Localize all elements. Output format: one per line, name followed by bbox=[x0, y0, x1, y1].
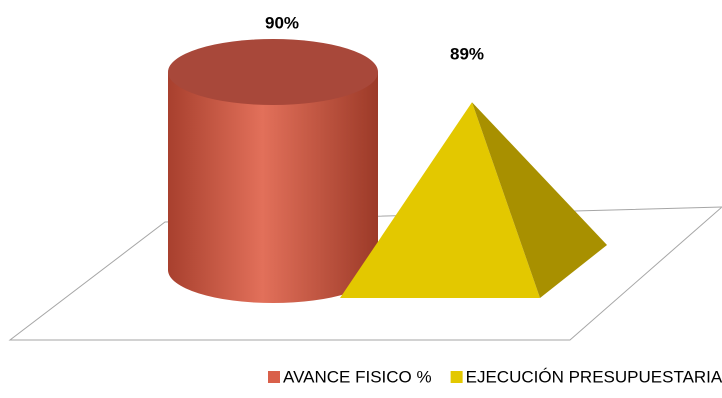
value-label: 90% bbox=[265, 13, 299, 32]
legend-label: EJECUCIÓN PRESUPUESTARIA % bbox=[466, 367, 722, 386]
legend-swatch bbox=[268, 371, 280, 383]
legend-swatch bbox=[450, 371, 463, 383]
bar bbox=[168, 72, 378, 303]
legend-label: AVANCE FISICO % bbox=[283, 367, 432, 386]
bar bbox=[340, 102, 540, 298]
bar-side bbox=[472, 102, 607, 298]
bar-top bbox=[168, 39, 378, 105]
value-label: 89% bbox=[450, 45, 484, 64]
